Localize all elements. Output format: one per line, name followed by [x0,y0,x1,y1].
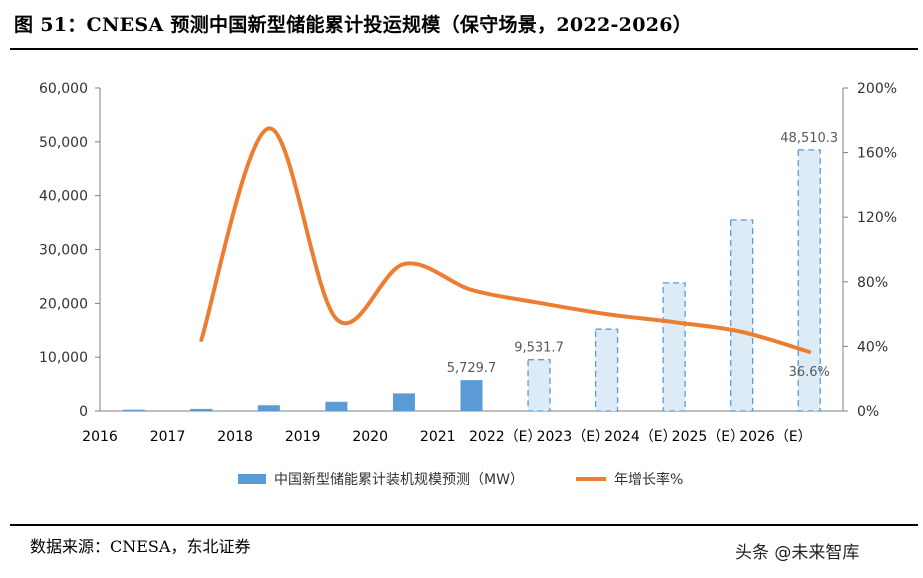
right-tick-label: 40% [857,339,888,355]
x-tick-label: 2017 [150,429,186,445]
x-tick-label: 2019 [285,429,321,445]
left-tick-label: 10,000 [39,350,88,366]
bottom-rule [10,524,918,526]
bar [662,282,686,412]
right-tick-label: 80% [857,275,888,291]
bar [730,219,754,412]
bar [460,380,483,411]
bar [527,359,551,412]
chart-title: 图 51：CNESA 预测中国新型储能累计投运规模（保守场景，2022-2026… [14,14,693,36]
legend-line-label: 年增长率% [614,471,683,488]
right-tick-label: 200% [857,81,897,97]
axes: 0 10,000 20,000 30,000 40,000 50,000 60,000 0% 4… [39,81,897,445]
x-tick-label: 2023（E） [537,429,609,445]
bar [190,408,213,411]
x-tick-label: 2026（E） [739,429,811,445]
x-tick-label: 2018 [217,429,253,445]
right-tick-label: 120% [857,210,897,226]
bar-series [122,149,821,412]
source-note: 数据来源：CNESA，东北证券 [30,537,251,556]
x-tick-label: 2024（E） [604,429,676,445]
data-label: 48,510.3 [780,131,838,146]
bar [797,149,821,412]
left-tick-label: 40,000 [39,189,88,205]
watermark: 头条 @未来智库 [735,543,860,563]
left-tick-label: 50,000 [39,135,88,151]
x-tick-label: 2016 [82,429,118,445]
bar [257,405,280,411]
x-tick-label: 2020 [352,429,388,445]
left-tick-label: 0 [79,404,88,420]
growth-rate-line [199,126,812,354]
legend-bar-label: 中国新型储能累计装机规模预测（MW） [274,472,524,488]
right-tick-label: 0% [857,404,879,420]
top-rule [10,48,918,50]
left-tick-label: 30,000 [39,243,88,259]
data-labels: 5,729.7 9,531.7 48,510.3 36.6% [447,131,838,380]
data-label: 36.6% [789,365,830,380]
x-tick-label: 2025（E） [672,429,744,445]
legend-bar-swatch [238,474,266,484]
data-label: 9,531.7 [514,341,564,356]
left-tick-label: 60,000 [39,81,88,97]
x-tick-label: 2022（E） [469,429,541,445]
bar [325,401,348,411]
bar [122,409,145,411]
bar [594,328,619,412]
bar [392,393,415,411]
left-tick-label: 20,000 [39,296,88,312]
line-series [199,126,812,354]
legend: 中国新型储能累计装机规模预测（MW） 年增长率% [238,471,683,488]
data-label: 5,729.7 [447,361,497,376]
x-tick-label: 2021 [420,429,456,445]
right-tick-label: 160% [857,146,897,162]
